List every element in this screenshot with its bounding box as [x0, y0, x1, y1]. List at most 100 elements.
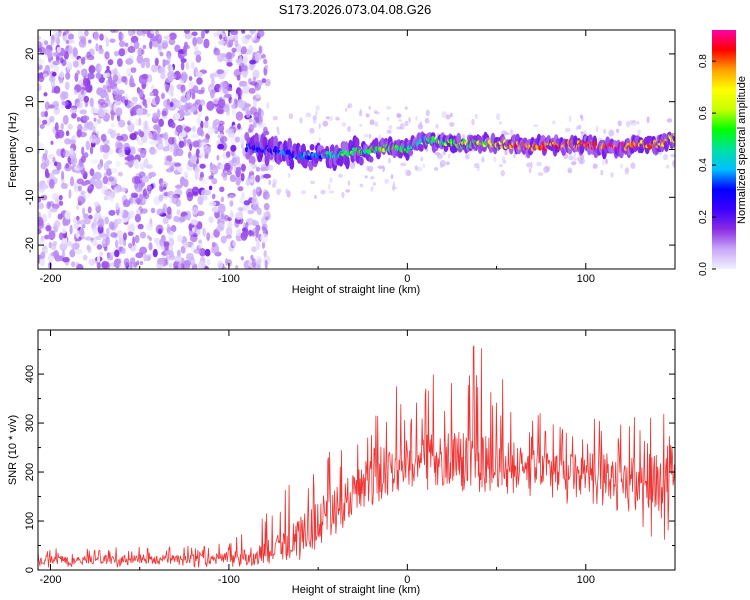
speckle-mark [53, 249, 59, 260]
speckle-mark [185, 44, 190, 50]
spectrogram-xlabel: Height of straight line (km) [292, 284, 420, 296]
speckle-mark [75, 215, 80, 221]
speckle-mark [115, 184, 121, 194]
speckle-mark [437, 154, 444, 160]
speckle-mark [235, 211, 244, 220]
speckle-mark [422, 163, 425, 169]
speckle-mark [138, 175, 142, 183]
speckle-mark [62, 91, 69, 100]
speckle-mark [100, 90, 106, 99]
speckle-mark [170, 225, 177, 233]
speckle-mark [100, 133, 107, 142]
speckle-mark [267, 164, 274, 171]
speckle-mark [118, 40, 126, 48]
speckle-mark [499, 121, 502, 125]
speckle-mark [204, 189, 212, 196]
speckle-mark [197, 89, 205, 95]
speckle-mark [378, 134, 381, 141]
speckle-mark [223, 104, 230, 113]
speckle-mark [136, 108, 144, 116]
speckle-mark [110, 123, 116, 128]
speckle-mark [206, 100, 215, 111]
speckle-mark [80, 190, 86, 195]
speckle-mark [115, 107, 123, 117]
speckle-mark [345, 189, 351, 193]
speckle-mark [230, 30, 239, 36]
speckle-mark [90, 159, 99, 164]
speckle-mark [123, 199, 131, 208]
speckle-mark [53, 64, 60, 74]
speckle-mark [68, 33, 74, 40]
speckle-mark [52, 156, 56, 163]
speckle-mark [349, 162, 356, 169]
colorbar: 0.0 0.2 0.4 0.6 0.8 Normalized spectral ampl… [698, 30, 748, 276]
speckle-mark [266, 102, 270, 110]
speckle-mark [252, 76, 256, 82]
speckle-mark [199, 141, 208, 149]
speckle-mark [99, 251, 103, 257]
colorbar-tick-label: 0.4 [698, 158, 709, 172]
speckle-mark [161, 241, 165, 251]
speckle-mark [366, 165, 370, 171]
speckle-mark [255, 174, 261, 183]
speckle-mark [98, 47, 104, 55]
speckle-mark [98, 108, 106, 118]
speckle-mark [262, 212, 268, 218]
ridge-halo-mark [344, 155, 350, 170]
ridge-halo-mark [289, 158, 295, 170]
speckle-mark [404, 120, 409, 127]
speckle-mark [176, 209, 181, 216]
speckle-mark [312, 119, 317, 124]
speckle-mark [301, 190, 306, 195]
speckle-mark [117, 115, 121, 122]
speckle-mark [533, 124, 538, 128]
speckle-mark [64, 138, 72, 145]
speckle-mark [80, 89, 85, 95]
speckle-mark [244, 103, 251, 108]
speckle-mark [94, 227, 99, 235]
speckle-mark [116, 142, 124, 150]
speckle-mark [106, 160, 113, 165]
speckle-mark [236, 51, 242, 57]
speckle-mark [107, 85, 112, 93]
speckle-mark [262, 191, 270, 200]
speckle-mark [69, 139, 77, 145]
speckle-mark [136, 30, 144, 36]
speckle-mark [672, 159, 675, 166]
speckle-mark [40, 162, 47, 170]
speckle-mark [192, 37, 198, 47]
speckle-mark [278, 188, 282, 193]
speckle-mark [60, 182, 68, 190]
colorbar-tick-label: 0.6 [698, 106, 709, 120]
speckle-mark [238, 55, 243, 64]
speckle-mark [196, 110, 203, 118]
speckle-mark [40, 251, 46, 260]
speckle-mark [118, 48, 126, 57]
speckle-mark [214, 210, 221, 219]
speckle-mark [180, 61, 185, 71]
speckle-mark [500, 170, 505, 177]
speckle-mark [148, 140, 157, 145]
speckle-mark [130, 110, 134, 117]
x-tick-label: -200 [39, 273, 61, 285]
speckle-mark [384, 178, 390, 184]
speckle-mark [125, 58, 134, 65]
speckle-mark [39, 236, 45, 247]
speckle-mark [670, 153, 675, 158]
speckle-mark [314, 194, 317, 200]
speckle-mark [38, 216, 44, 227]
speckle-mark [141, 49, 145, 55]
speckle-mark [38, 228, 42, 235]
speckle-mark [434, 167, 439, 171]
speckle-mark [39, 257, 45, 267]
speckle-mark [441, 111, 447, 118]
speckle-mark [211, 193, 216, 200]
speckle-mark [89, 134, 98, 144]
speckle-mark [121, 96, 125, 104]
speckle-mark [58, 78, 64, 84]
speckle-mark [388, 124, 393, 130]
speckle-mark [245, 222, 249, 229]
speckle-mark [65, 72, 71, 80]
speckle-mark [82, 115, 90, 122]
speckle-mark [215, 225, 224, 232]
